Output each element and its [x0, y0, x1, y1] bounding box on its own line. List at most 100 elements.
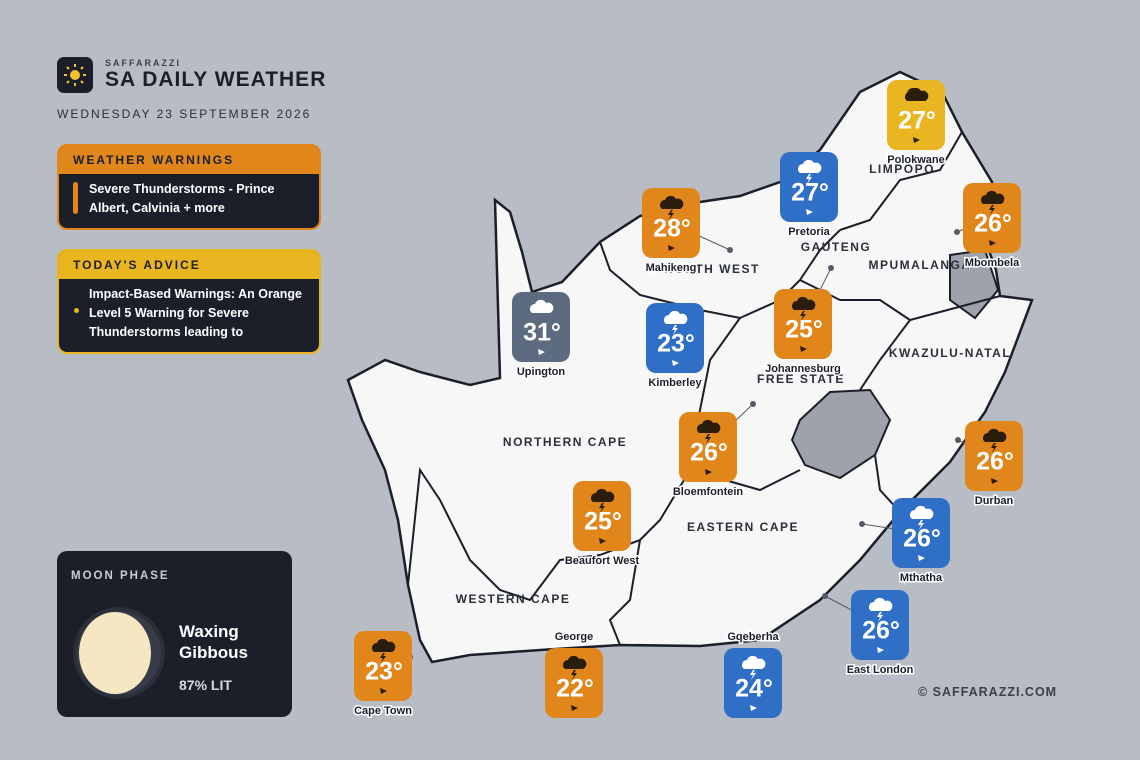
province-label: NORTHERN CAPE: [503, 435, 627, 449]
warnings-text: Severe Thunderstorms - Prince Albert, Ca…: [89, 182, 275, 215]
wind-arrow: [538, 349, 545, 355]
bolt-icon: [571, 670, 577, 680]
weather-card: [573, 481, 631, 551]
warnings-title: WEATHER WARNINGS: [59, 146, 319, 174]
cloud-icon: [792, 296, 816, 310]
weather-card: [545, 648, 603, 718]
logo: [57, 57, 93, 93]
weather-card: [354, 631, 412, 701]
cloud-icon: [529, 299, 554, 313]
leader-dot: [954, 229, 960, 235]
province-label: LIMPOPO: [869, 162, 935, 176]
temperature: 26°: [976, 448, 1014, 476]
province-label: WESTERN CAPE: [456, 592, 571, 606]
province-label: FREE STATE: [757, 372, 845, 386]
leader-dot: [859, 521, 865, 527]
temperature: 26°: [862, 617, 900, 645]
date: WEDNESDAY 23 SEPTEMBER 2026: [57, 107, 312, 121]
weather-card: [774, 289, 832, 359]
city-name: Mthatha: [900, 572, 943, 584]
bolt-icon: [989, 205, 995, 215]
city-marker: 25° Beaufort West: [563, 481, 641, 568]
temperature: 23°: [657, 330, 695, 358]
sun-icon: [64, 64, 86, 86]
cloud-icon: [868, 597, 893, 611]
wind-arrow: [989, 240, 996, 246]
leader-dot: [822, 593, 828, 599]
temperature: 28°: [653, 215, 691, 243]
advice-text: Impact-Based Warnings: An Orange Level 5…: [89, 287, 302, 339]
province-label: EASTERN CAPE: [687, 520, 799, 534]
weather-card: [780, 152, 838, 222]
city-marker: 27° Polokwane: [886, 80, 946, 167]
city-name: Kimberley: [648, 377, 702, 389]
cloud-icon: [663, 310, 688, 324]
cloud-icon: [697, 419, 721, 433]
city-marker: 26° Bloemfontein: [671, 401, 756, 499]
city-marker: 22° George: [545, 629, 603, 718]
city-name: Johannesburg: [765, 363, 841, 375]
cloud-icon: [563, 655, 587, 669]
wind-arrow: [599, 538, 606, 544]
leader-dot: [727, 247, 733, 253]
temperature: 26°: [903, 525, 941, 553]
wind-arrow: [571, 705, 578, 711]
cloud-icon: [905, 87, 929, 101]
city-marker: 26° Mthatha: [859, 498, 950, 585]
bolt-icon: [672, 325, 678, 335]
weather-card: [851, 590, 909, 660]
weather-card: [887, 80, 945, 150]
advice-panel: TODAY'S ADVICE Impact-Based Warnings: An…: [57, 249, 321, 354]
temperature: 23°: [365, 658, 403, 686]
moon-panel: MOON PHASE Waxing Gibbous 87% LIT: [57, 551, 292, 717]
province-label: NORTH WEST: [664, 262, 760, 276]
bolt-icon: [800, 311, 806, 321]
city-name: Gqeberha: [727, 631, 779, 643]
temperature: 22°: [556, 675, 594, 703]
wind-arrow: [877, 647, 884, 653]
city-name: Cape Town: [354, 705, 412, 717]
weather-card: [642, 188, 700, 258]
bolt-icon: [380, 653, 386, 663]
cloud-icon: [660, 195, 684, 209]
city-marker: 24° Gqeberha: [724, 629, 782, 718]
bolt-icon: [806, 174, 812, 184]
city-marker: 26° Durban: [955, 421, 1023, 508]
cloud-icon: [797, 159, 822, 173]
city-marker: 31° Upington: [512, 292, 570, 379]
weather-card: [512, 292, 570, 362]
cloud-icon: [910, 505, 934, 519]
weather-card: [965, 421, 1023, 491]
city-name: Bloemfontein: [673, 486, 744, 498]
city-marker: 25° Johannesburg: [764, 265, 842, 376]
temperature: 27°: [898, 107, 936, 135]
advice-body: Impact-Based Warnings: An Orange Level 5…: [59, 279, 319, 352]
city-marker: 23° Kimberley: [646, 303, 704, 390]
weather-card: [724, 648, 782, 718]
weather-card: [646, 303, 704, 373]
warnings-panel: WEATHER WARNINGS Severe Thunderstorms - …: [57, 144, 321, 230]
temperature: 31°: [523, 319, 561, 347]
wind-arrow: [705, 469, 712, 475]
wind-arrow: [918, 555, 925, 561]
bolt-icon: [599, 503, 605, 513]
temperature: 25°: [584, 508, 622, 536]
weather-card: [892, 498, 950, 568]
bolt-icon: [918, 520, 924, 530]
leader-dot: [750, 401, 756, 407]
title: SA DAILY WEATHER: [105, 68, 327, 91]
wind-arrow: [806, 209, 813, 215]
credit: © SAFFARAZZI.COM: [918, 685, 1058, 699]
moon-phase: Waxing Gibbous: [179, 622, 248, 662]
advice-title: TODAY'S ADVICE: [59, 251, 319, 279]
temperature: 24°: [735, 675, 773, 703]
city-marker: 28° Mahikeng: [642, 188, 733, 275]
leader-dot: [955, 437, 961, 443]
city-marker: 26° Mbombela: [954, 183, 1022, 270]
wind-arrow: [672, 360, 679, 366]
wind-arrow: [668, 245, 675, 251]
cloud-icon: [372, 638, 396, 652]
province-label: GAUTENG: [801, 240, 872, 254]
city-name: Upington: [517, 366, 566, 378]
